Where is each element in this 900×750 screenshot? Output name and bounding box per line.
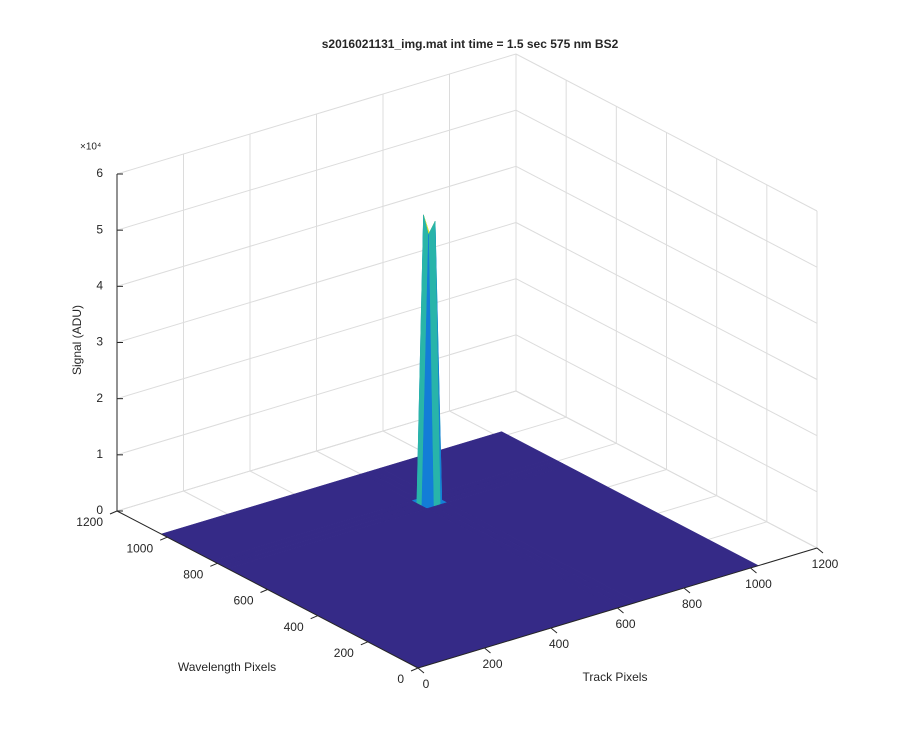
x-tick-label: 1200 <box>812 557 839 571</box>
y-axis <box>116 510 419 669</box>
x-tick <box>617 607 624 614</box>
y-tick-label: 1000 <box>126 541 153 555</box>
y-tick-label: 0 <box>397 672 404 686</box>
y-tick-label: 1200 <box>76 515 103 529</box>
grid-line <box>515 334 818 493</box>
x-tick <box>484 647 491 654</box>
y-tick-label: 400 <box>284 620 304 634</box>
y-tick-label: 200 <box>334 646 354 660</box>
x-tick <box>550 627 558 634</box>
grid-line <box>116 390 517 512</box>
x-tick-label: 800 <box>682 597 702 611</box>
x-tick <box>683 587 691 594</box>
grid-line <box>116 278 517 400</box>
grid-line <box>515 53 818 212</box>
grid-line <box>515 109 818 268</box>
y-axis-label: Wavelength Pixels <box>178 660 276 674</box>
y-tick <box>210 562 218 567</box>
y-tick <box>360 641 369 646</box>
x-tick-label: 0 <box>423 677 430 691</box>
grid-line <box>116 109 517 231</box>
z-exponent: ×10⁴ <box>80 142 101 153</box>
grid-line <box>116 53 517 175</box>
z-tick-label: 2 <box>96 391 103 405</box>
x-tick <box>750 567 757 574</box>
z-tick-label: 5 <box>96 222 103 236</box>
grid-line <box>515 278 818 437</box>
x-tick-label: 1000 <box>745 577 772 591</box>
surface <box>160 214 760 669</box>
grid-line <box>515 222 818 380</box>
x-axis-label: Track Pixels <box>583 670 648 684</box>
grid-line <box>515 390 818 549</box>
z-tick-label: 6 <box>96 166 103 180</box>
z-tick-label: 3 <box>96 335 103 349</box>
y-tick <box>109 510 118 515</box>
x-axis <box>417 547 818 669</box>
z-tick-label: 0 <box>96 503 103 517</box>
x-tick <box>816 547 824 554</box>
y-tick <box>410 667 419 672</box>
z-axis-label: Signal (ADU) <box>70 305 84 375</box>
grid-line <box>116 334 517 456</box>
x-tick-label: 400 <box>549 637 569 651</box>
z-tick-label: 1 <box>96 447 103 461</box>
z-tick-label: 4 <box>96 279 103 293</box>
y-tick-label: 600 <box>233 594 253 608</box>
y-tick-label: 800 <box>183 568 203 582</box>
y-tick <box>159 536 168 541</box>
x-tick-label: 200 <box>482 657 502 671</box>
axes: 0200400600800100012000200400600800100012… <box>76 166 838 691</box>
chart-title: s2016021131_img.mat int time = 1.5 sec 5… <box>322 37 619 51</box>
grid-line <box>116 165 517 287</box>
x-tick <box>417 667 425 674</box>
y-tick <box>260 589 268 593</box>
y-tick <box>310 615 318 620</box>
grid-line <box>116 222 517 343</box>
grid-line <box>515 165 818 324</box>
x-tick-label: 600 <box>615 617 635 631</box>
